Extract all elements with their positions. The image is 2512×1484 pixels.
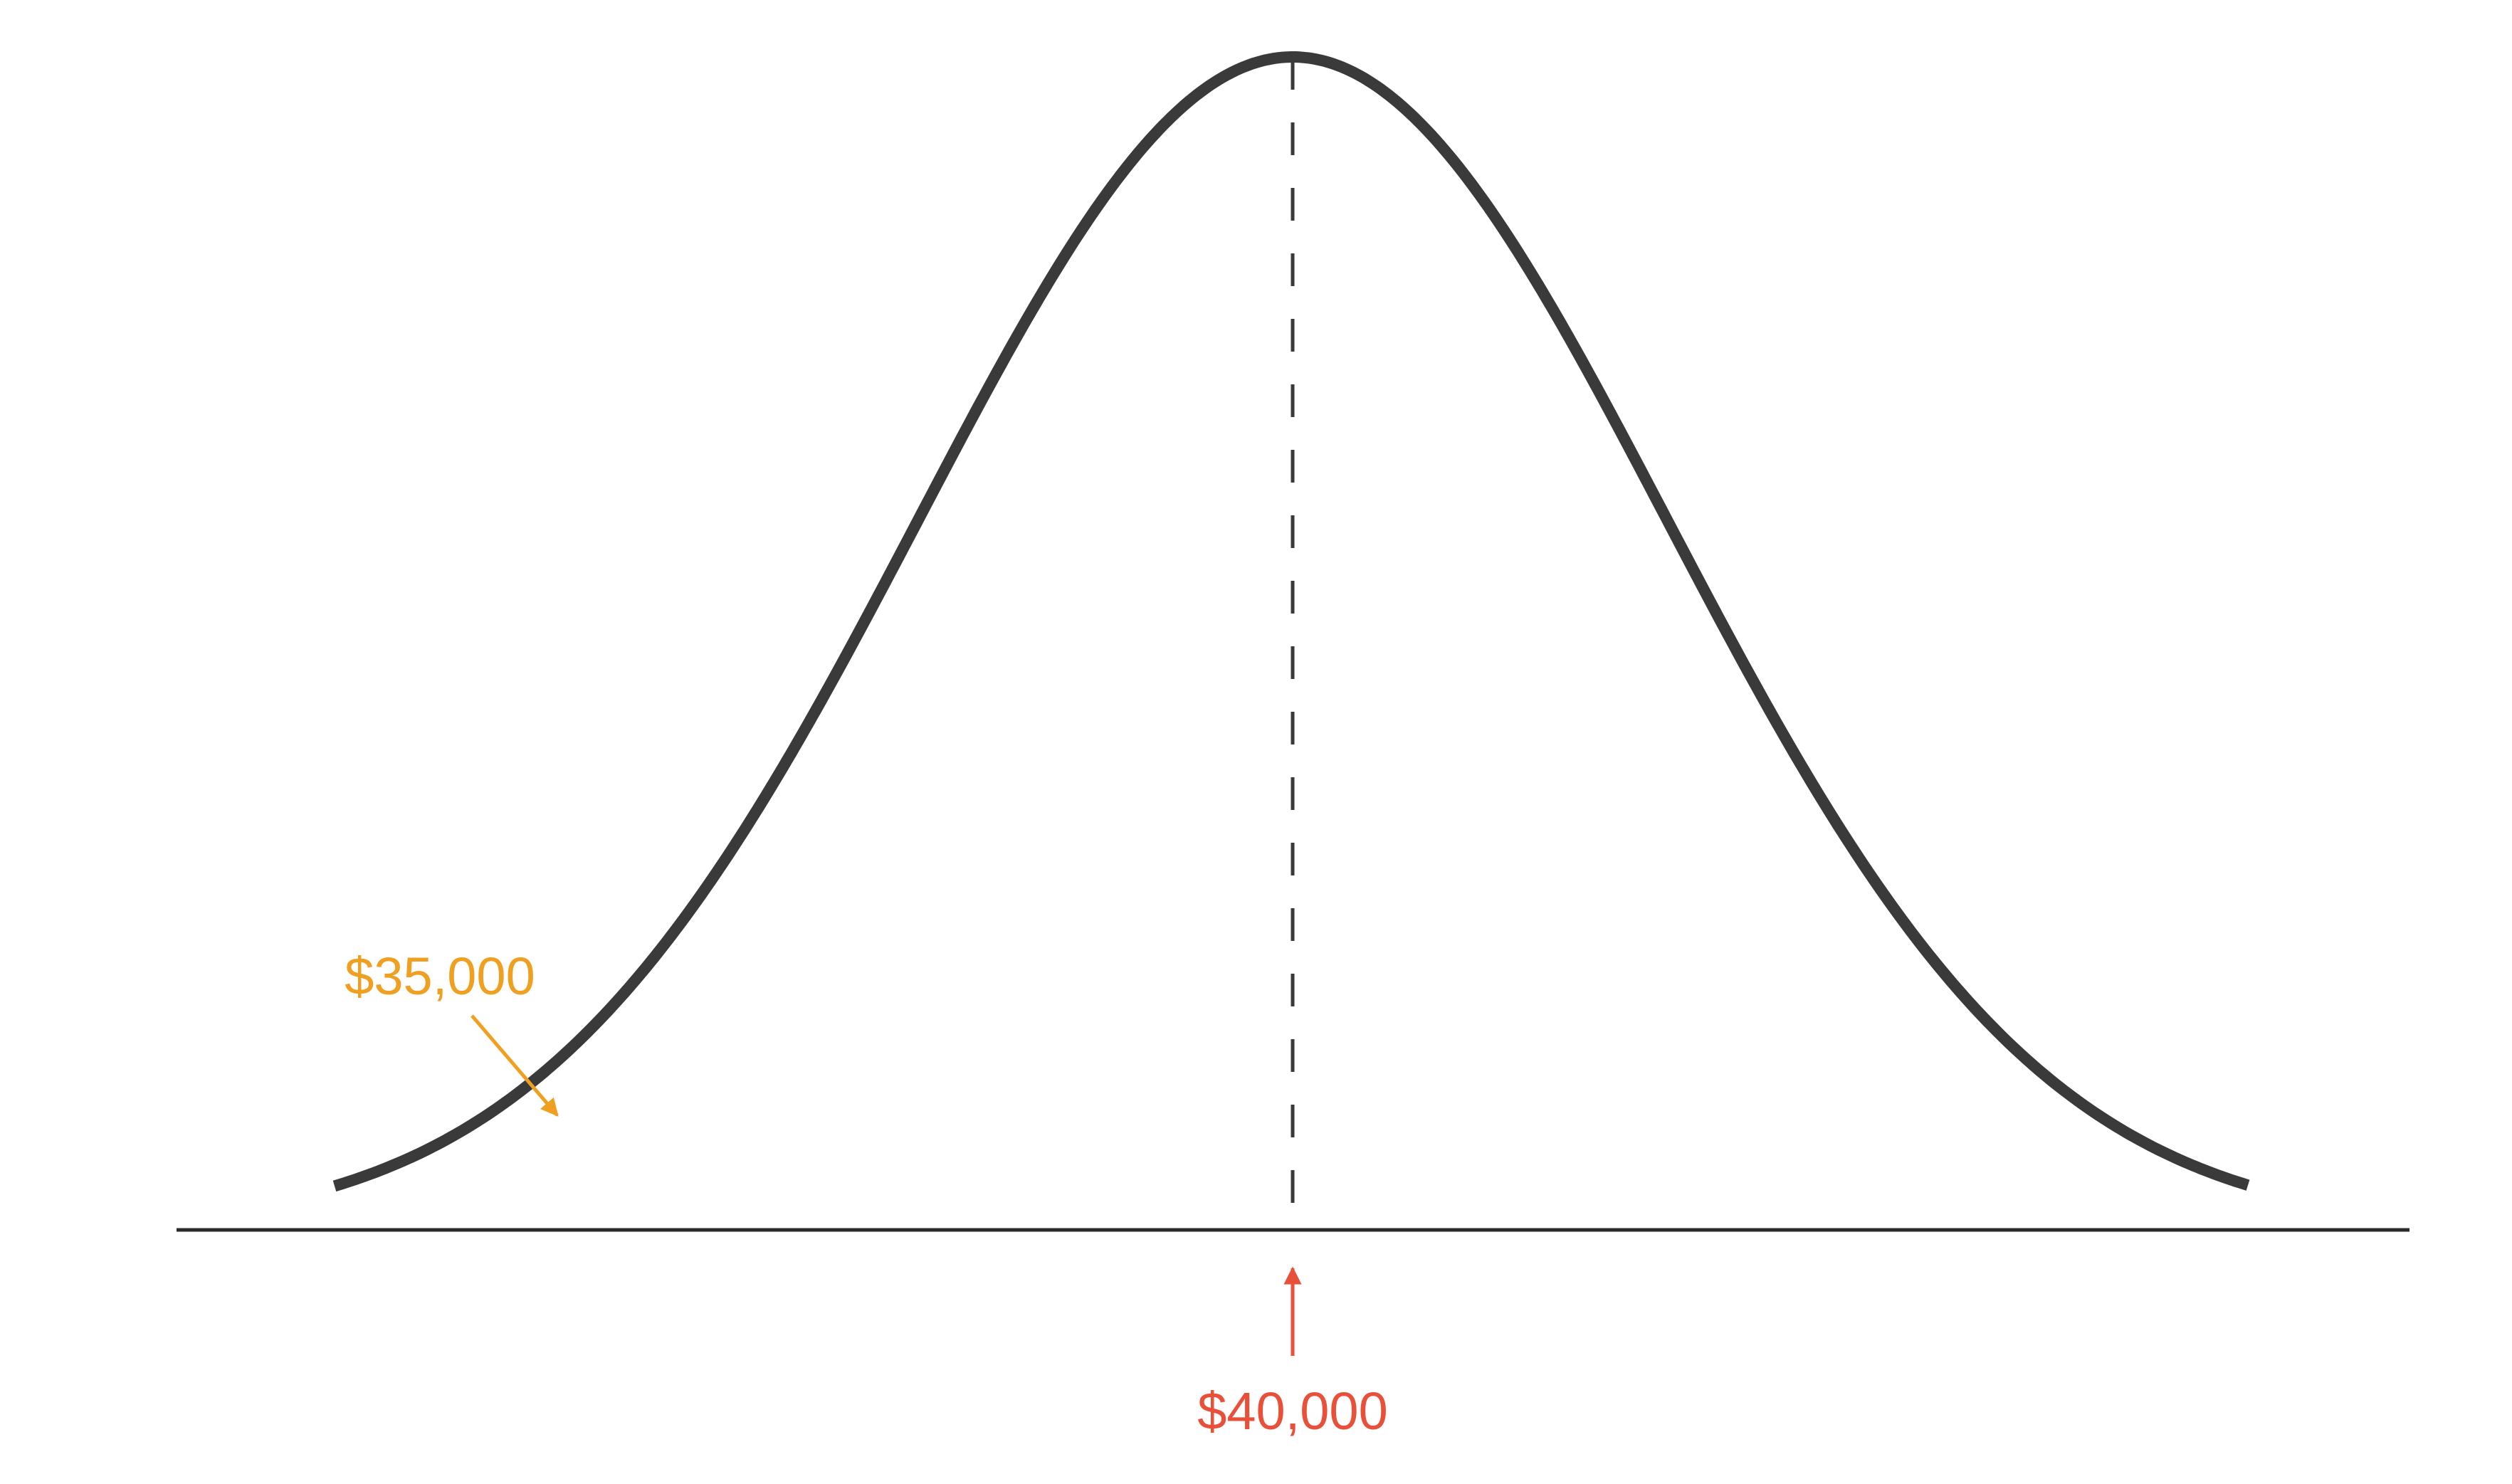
point-value-label: $35,000 <box>345 947 535 1006</box>
bell-curve <box>332 51 2250 1192</box>
mean-value-label: $40,000 <box>1197 1382 1388 1441</box>
point-arrow <box>471 1014 559 1117</box>
